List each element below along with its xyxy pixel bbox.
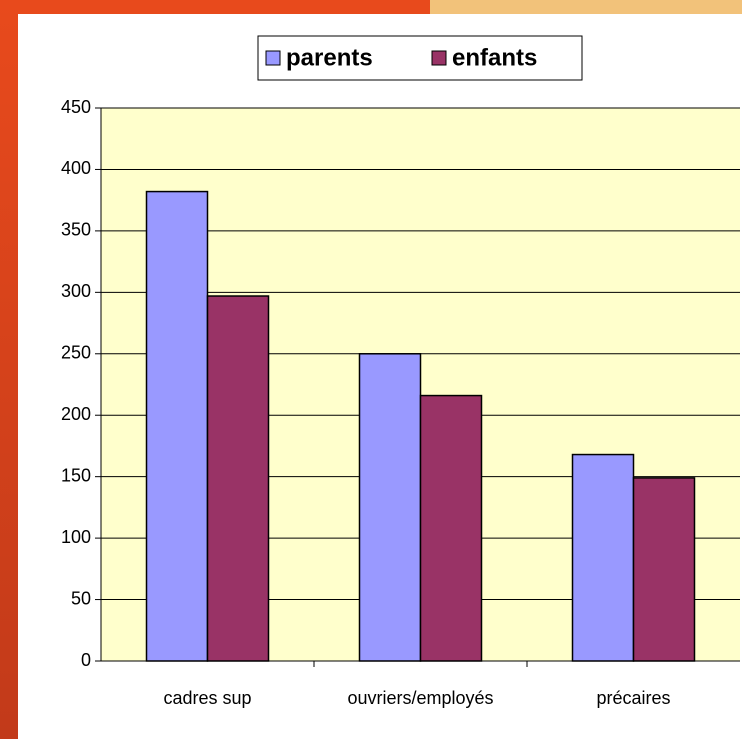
y-tick-label: 150 [61,465,91,485]
y-tick-label: 100 [61,527,91,547]
bar [571,453,635,662]
legend-label: enfants [452,44,537,71]
y-tick-label: 50 [71,588,91,608]
legend-swatch [265,50,281,66]
legend-label: parents [286,44,373,71]
y-tick-label: 300 [61,281,91,301]
y-tick-label: 0 [81,650,91,670]
y-tick-label: 450 [61,97,91,117]
y-tick-label: 200 [61,404,91,424]
legend [257,35,583,81]
x-tick-label: cadres sup [163,688,251,708]
bar [419,394,483,662]
y-tick-label: 400 [61,158,91,178]
bar [145,190,209,662]
y-tick-label: 350 [61,220,91,240]
x-tick-label: précaires [596,688,670,708]
top-strip [430,0,742,14]
legend-swatch [431,50,447,66]
bar [632,477,696,662]
bar [358,353,422,662]
x-tick-label: ouvriers/employés [347,688,493,708]
bar [206,295,270,662]
y-tick-label: 250 [61,343,91,363]
legend-box [257,35,583,81]
